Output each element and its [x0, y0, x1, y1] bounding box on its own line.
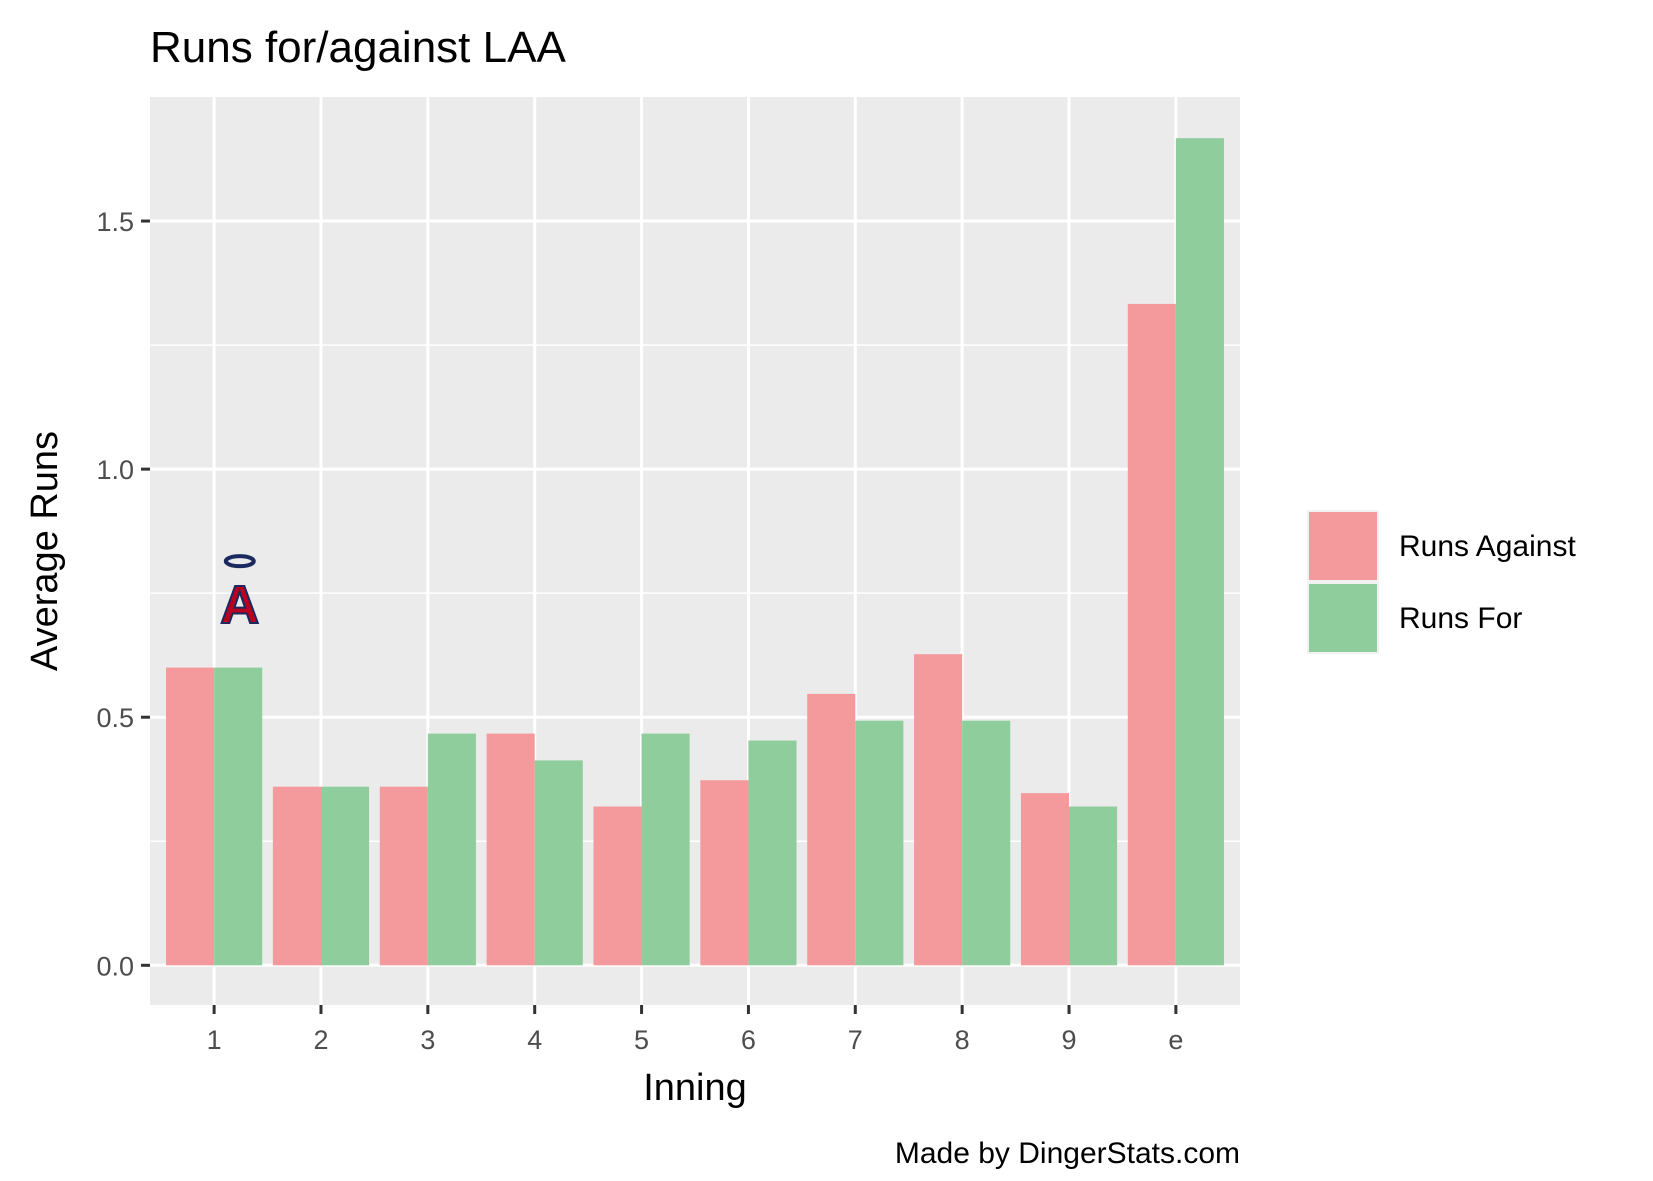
bar-runs-against-6 [700, 780, 749, 966]
x-tick-label: 7 [848, 1025, 863, 1055]
y-axis-title: Average Runs [24, 431, 66, 671]
y-tick-label: 1.5 [96, 207, 134, 237]
y-tick-label: 0.0 [96, 951, 134, 981]
bar-runs-against-5 [593, 806, 642, 966]
bar-runs-against-2 [272, 786, 321, 966]
bar-runs-against-4 [486, 733, 535, 966]
chart-title: Runs for/against LAA [150, 23, 566, 72]
x-tick-label: 1 [207, 1025, 222, 1055]
y-axis: 0.0 0.5 1.0 1.5 [96, 207, 150, 981]
bar-runs-for-8 [962, 720, 1011, 966]
bar-runs-for-9 [1069, 806, 1118, 966]
legend-label: Runs For [1399, 602, 1522, 635]
bar-runs-for-4 [534, 760, 583, 966]
angels-logo: A [219, 554, 260, 636]
bar-runs-for-3 [427, 733, 476, 966]
bar-runs-against-8 [914, 654, 963, 966]
x-tick-label: 8 [955, 1025, 970, 1055]
legend-key-runs-against [1309, 512, 1377, 580]
bars [166, 138, 1224, 966]
x-tick-label: 6 [741, 1025, 756, 1055]
bar-runs-for-e [1175, 138, 1224, 966]
x-tick-label: 4 [527, 1025, 542, 1055]
bar-runs-against-3 [379, 786, 428, 966]
y-tick-label: 1.0 [96, 455, 134, 485]
bar-runs-for-2 [320, 786, 370, 966]
bar-runs-against-e [1127, 303, 1176, 966]
bar-runs-for-7 [855, 720, 904, 966]
x-tick-label: 2 [313, 1025, 328, 1055]
x-tick-label: 9 [1062, 1025, 1077, 1055]
legend-label: Runs Against [1399, 530, 1576, 563]
legend: Runs Against Runs For [1307, 510, 1576, 654]
y-tick-label: 0.5 [96, 703, 134, 733]
x-tick-label: 3 [420, 1025, 435, 1055]
bar-runs-for-1 [214, 667, 263, 966]
bar-runs-against-7 [807, 693, 856, 966]
caption: Made by DingerStats.com [895, 1137, 1240, 1170]
bar-runs-for-5 [641, 733, 690, 966]
x-axis: 1 2 3 4 5 6 7 8 9 e [207, 1005, 1183, 1055]
x-axis-title: Inning [643, 1067, 747, 1109]
halo-shape [223, 554, 256, 569]
bar-runs-against-9 [1020, 793, 1070, 966]
bar-runs-against-1 [166, 667, 215, 966]
legend-key-runs-for [1309, 584, 1377, 652]
x-tick-label: e [1168, 1025, 1183, 1055]
bar-runs-for-6 [748, 740, 797, 966]
logo-letter: A [220, 575, 259, 635]
x-tick-label: 5 [634, 1025, 649, 1055]
